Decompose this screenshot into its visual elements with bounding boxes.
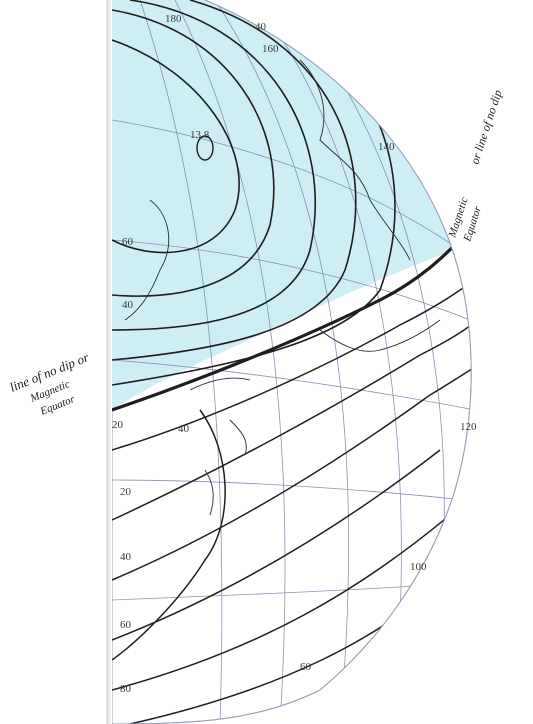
tick-label: 40: [178, 423, 190, 435]
magnetic-equator-line: [112, 238, 462, 412]
graticule: [112, 0, 472, 724]
coastlines: [124, 59, 441, 516]
tick-label: 40: [255, 21, 267, 33]
page-fold: [106, 0, 111, 724]
tick-label: 60: [120, 619, 132, 631]
page-gutter: [0, 0, 112, 724]
pole-value-label: 13.8: [190, 129, 210, 141]
tick-label: 40: [122, 299, 134, 311]
right-or-line-of-no-dip-label: or line of no dip: [468, 88, 505, 166]
tick-label: 20: [120, 486, 132, 498]
tick-label: 20: [112, 419, 124, 431]
tick-label: 80: [120, 683, 132, 695]
tick-label: 60: [122, 236, 134, 248]
tick-label: 100: [410, 561, 427, 573]
tick-label: 140: [378, 141, 395, 153]
isolines: [112, 0, 472, 724]
tick-label: 120: [460, 421, 477, 433]
tick-label: 180: [165, 13, 182, 25]
tick-label: 40: [120, 551, 132, 563]
pole-contour: [196, 135, 214, 161]
tick-label: 160: [262, 43, 279, 55]
tick-label: 60: [300, 661, 312, 673]
